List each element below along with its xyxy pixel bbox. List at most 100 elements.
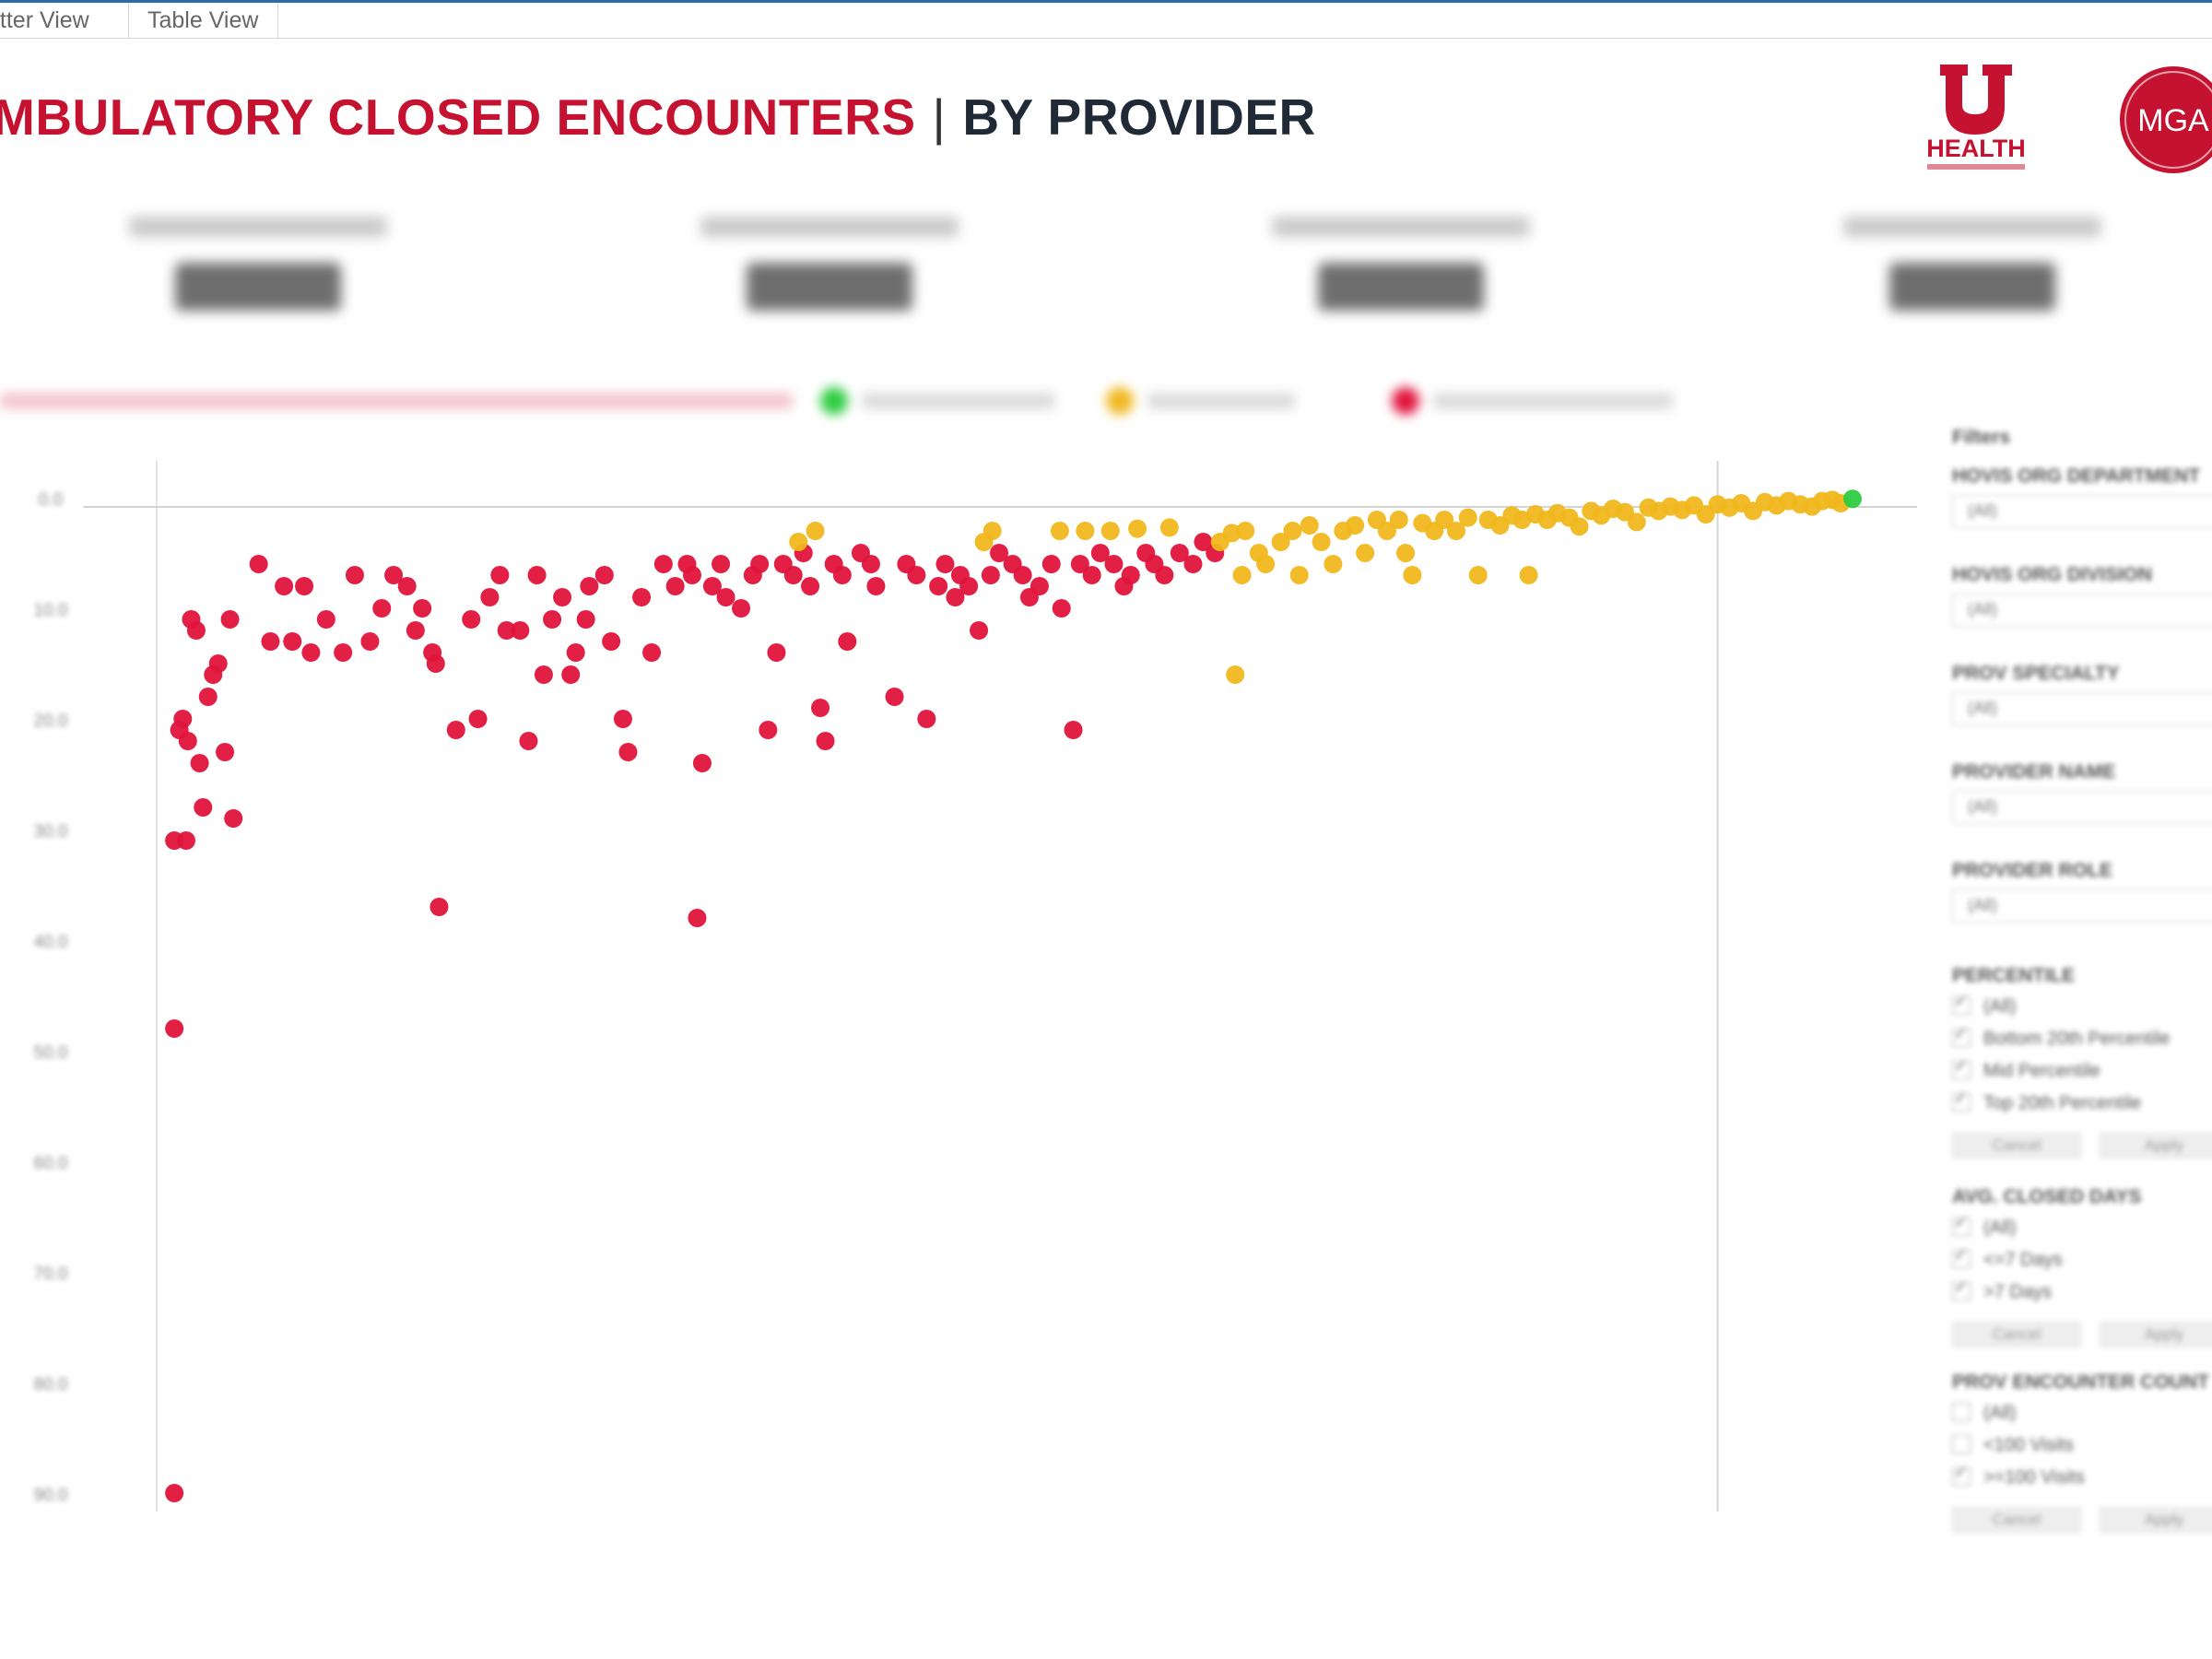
checkbox-icon [1952, 1463, 1971, 1486]
scatter-point [732, 599, 751, 618]
filter-dropdown[interactable]: (All) [1952, 889, 2212, 923]
scatter-point [594, 566, 614, 584]
scatter-point [216, 743, 235, 761]
filter-checkbox[interactable]: Mid Percentile [1952, 1056, 2100, 1088]
scatter-point [384, 566, 404, 584]
scatter-point [1312, 533, 1331, 551]
scatter-point [907, 566, 926, 584]
scatter-point [208, 654, 228, 673]
scatter-point [1468, 566, 1488, 584]
scatter-point [885, 688, 904, 706]
filter-dropdown[interactable]: (All) [1952, 791, 2212, 824]
scatter-point [480, 588, 500, 606]
scatter-point [553, 588, 572, 606]
scatter-point [334, 643, 353, 662]
filter-dropdown[interactable]: (All) [1952, 692, 2212, 725]
svg-text:HEALTH: HEALTH [1926, 135, 2026, 162]
scatter-point [1377, 522, 1396, 540]
scatter-point [198, 688, 218, 706]
cancel-button[interactable]: Cancel [1952, 1507, 2081, 1533]
scatter-point [1346, 516, 1365, 535]
scatter-point [692, 754, 712, 772]
scatter-point [561, 665, 581, 684]
scatter-point [1013, 566, 1032, 584]
checkbox-label: <100 Visits [1983, 1435, 2075, 1455]
scatter-point [360, 632, 380, 651]
scatter-point [801, 577, 820, 595]
checkbox-icon [1952, 1088, 1971, 1112]
scatter-point [413, 599, 432, 618]
checkbox-label: Mid Percentile [1983, 1061, 2100, 1081]
checkbox-icon [1952, 1245, 1971, 1268]
scatter-point [1121, 566, 1140, 584]
checkbox-label: >=100 Visits [1983, 1467, 2085, 1488]
kpi-tile-3 [1272, 217, 1530, 327]
filter-label: HOVIS ORG DEPARTMENT [1952, 465, 2201, 487]
window-top-border [0, 0, 2212, 3]
scatter-point [1627, 512, 1646, 532]
filter-checkbox[interactable]: <100 Visits [1952, 1434, 2075, 1463]
scatter-point [261, 632, 280, 651]
apply-button[interactable]: Apply [2100, 1322, 2212, 1347]
scatter-point [866, 577, 886, 595]
y-tick-label: 40.0 [34, 933, 68, 952]
scatter-point [653, 555, 673, 573]
filter-dropdown-value: (All) [1968, 699, 1997, 717]
filter-checkbox[interactable]: Top 20th Percentile [1952, 1088, 2141, 1121]
scatter-point [990, 544, 1009, 562]
scatter-point [224, 809, 243, 828]
apply-button[interactable]: Apply [2100, 1133, 2212, 1159]
scatter-point [1256, 555, 1276, 573]
scatter-point [275, 577, 294, 595]
filter-checkbox[interactable]: (All) [1952, 1402, 2017, 1430]
scatter-point [397, 577, 417, 595]
scatter-point [1236, 522, 1255, 540]
scatter-point [806, 522, 825, 540]
tab-table-view[interactable]: Table View [129, 3, 278, 38]
filter-checkbox[interactable]: >=100 Visits [1952, 1463, 2085, 1495]
page-title-main: MBULATORY CLOSED ENCOUNTERS [0, 88, 916, 146]
scatter-point [301, 643, 321, 662]
scatter-point [316, 610, 335, 629]
apply-button[interactable]: Apply [2100, 1507, 2212, 1533]
scatter-point [1519, 566, 1538, 584]
filter-checkbox[interactable]: Bottom 20th Percentile [1952, 1024, 2170, 1056]
filter-dropdown[interactable]: (All) [1952, 495, 2212, 528]
filter-dropdown-value: (All) [1968, 600, 1997, 618]
filters-panel: Filters HOVIS ORG DEPARTMENT (All) HOVIS OR… [1936, 419, 2212, 1571]
scatter-point [1283, 522, 1302, 540]
filter-checkbox[interactable]: >7 Days [1952, 1277, 2052, 1310]
filter-buttons: Cancel Apply [1952, 1322, 2212, 1349]
scatter-point [642, 643, 662, 662]
scatter-point [249, 555, 268, 573]
scatter-point [1300, 516, 1319, 535]
tab-scatter-view[interactable]: atter View [0, 3, 129, 38]
filter-label: AVG. CLOSED DAYS [1952, 1186, 2142, 1207]
scatter-point [1090, 544, 1110, 562]
filter-checkbox[interactable]: (All) [1952, 992, 2017, 1024]
scatter-point [688, 909, 707, 927]
scatter-point [1030, 577, 1049, 595]
scatter-point [283, 632, 302, 651]
scatter-point [176, 831, 195, 850]
scatter-point [1324, 555, 1343, 573]
cancel-button[interactable]: Cancel [1952, 1133, 2081, 1159]
scatter-point [1041, 555, 1061, 573]
kpi-tile-1 [129, 217, 387, 327]
filter-checkbox[interactable]: (All) [1952, 1213, 2017, 1245]
scatter-point [165, 1019, 184, 1038]
filter-label: PROVIDER ROLE [1952, 860, 2112, 881]
scatter-point [959, 577, 979, 595]
filters-header: Filters [1952, 427, 2011, 448]
filter-dropdown-value: (All) [1968, 501, 1997, 520]
cancel-button[interactable]: Cancel [1952, 1322, 2081, 1347]
scatter-point [1446, 522, 1465, 540]
scatter-point [1356, 544, 1375, 562]
scatter-point [190, 754, 209, 772]
checkbox-icon [1952, 1434, 1971, 1453]
filter-checkbox[interactable]: <=7 Days [1952, 1245, 2063, 1277]
checkbox-icon [1952, 1277, 1971, 1300]
scatter-point [446, 721, 465, 739]
filter-dropdown[interactable]: (All) [1952, 594, 2212, 627]
mga-logo: MGA [2116, 63, 2212, 177]
